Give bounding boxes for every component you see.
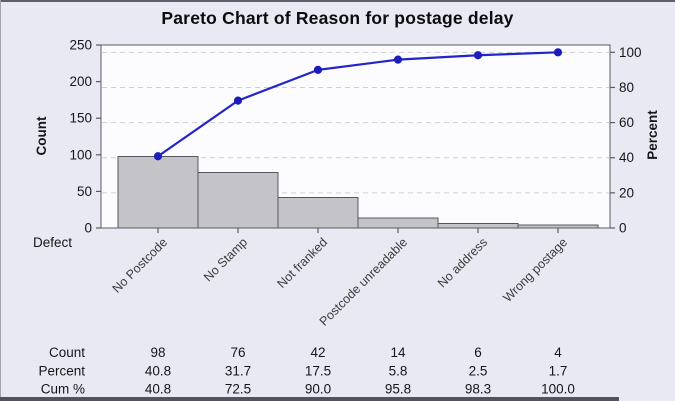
- table-cell-percent-no-postcode: 40.8: [145, 364, 171, 379]
- right-axis-title: Percent: [645, 110, 660, 160]
- x-axis-title: Defect: [33, 235, 72, 250]
- bar-no-address: [437, 223, 519, 229]
- cumulative-point-postcode-unreadable: [393, 55, 403, 64]
- category-label-postcode-unreadable: Postcode unreadable: [317, 235, 410, 328]
- axis-ticks: 0 50 100 150 200 250 0 20 40 60 80 100: [69, 38, 641, 236]
- table-row-label-percent: Percent: [38, 364, 85, 379]
- category-label-no-postcode: No Postcode: [110, 235, 171, 296]
- left-tick-label-50: 50: [77, 184, 92, 199]
- category-label-wrong-postage: Wrong postage: [500, 235, 570, 305]
- left-tick-label-0: 0: [84, 221, 92, 236]
- bar-no-stamp: [197, 171, 279, 229]
- left-tick-label-250: 250: [69, 38, 92, 53]
- table-cell-cum-not-franked: 90.0: [305, 382, 331, 397]
- right-tick-label-0: 0: [619, 221, 627, 236]
- cumulative-point-no-postcode: [153, 152, 163, 161]
- table-cell-cum-no-address: 98.3: [465, 382, 491, 397]
- table-cell-percent-postcode-unreadable: 5.8: [389, 364, 408, 379]
- left-axis-title: Count: [34, 116, 49, 155]
- table-cell-count-no-address: 6: [474, 345, 482, 360]
- table-cell-percent-no-address: 2.5: [469, 364, 488, 379]
- plot-frame: [100, 44, 611, 229]
- table-cell-percent-not-franked: 17.5: [305, 364, 331, 379]
- left-edge-divider: [0, 0, 1, 401]
- bar-postcode-unreadable: [357, 217, 439, 229]
- chart-title: Pareto Chart of Reason for postage delay: [161, 8, 514, 28]
- table-cell-count-wrong-postage: 4: [554, 345, 562, 360]
- category-label-no-address: No address: [435, 235, 490, 290]
- table-cell-count-not-franked: 42: [310, 345, 325, 360]
- table-cell-percent-wrong-postage: 1.7: [549, 364, 568, 379]
- cumulative-line-path: [157, 51, 559, 158]
- cumulative-point-wrong-postage: [553, 48, 563, 57]
- table-cell-count-no-stamp: 76: [230, 345, 245, 360]
- cumulative-point-no-address: [473, 51, 483, 60]
- data-table: Count 98 76 42 14 6 4 Percent 40.8 31.7 17.5 5.8 2.5…: [38, 345, 574, 397]
- left-tick-label-100: 100: [69, 147, 92, 162]
- right-tick-label-60: 60: [619, 115, 634, 130]
- left-tick-label-150: 150: [69, 111, 92, 126]
- table-row-label-cum: Cum %: [41, 382, 85, 397]
- right-tick-label-80: 80: [619, 80, 634, 95]
- left-tick-label-200: 200: [69, 74, 92, 89]
- cumulative-point-not-franked: [313, 65, 323, 74]
- table-cell-cum-no-postcode: 40.8: [145, 382, 171, 397]
- table-cell-cum-wrong-postage: 100.0: [541, 382, 575, 397]
- category-label-no-stamp: No Stamp: [201, 235, 250, 284]
- right-tick-label-20: 20: [619, 185, 634, 200]
- cumulative-point-no-stamp: [233, 96, 243, 105]
- right-tick-label-100: 100: [619, 45, 642, 60]
- cumulative-line: [153, 48, 563, 161]
- table-cell-cum-no-stamp: 72.5: [225, 382, 251, 397]
- table-cell-count-no-postcode: 98: [150, 345, 165, 360]
- table-cell-count-postcode-unreadable: 14: [390, 345, 406, 360]
- bottom-edge-divider: [0, 397, 619, 401]
- bar-not-franked: [277, 196, 359, 229]
- table-cell-cum-postcode-unreadable: 95.8: [385, 382, 411, 397]
- top-edge-divider: [0, 0, 675, 2]
- plot-frame-border: [100, 44, 611, 229]
- bar-no-postcode: [117, 155, 199, 229]
- table-cell-percent-no-stamp: 31.7: [225, 364, 251, 379]
- right-tick-label-40: 40: [619, 150, 634, 165]
- table-row-label-count: Count: [49, 345, 85, 360]
- category-label-not-franked: Not franked: [275, 235, 331, 291]
